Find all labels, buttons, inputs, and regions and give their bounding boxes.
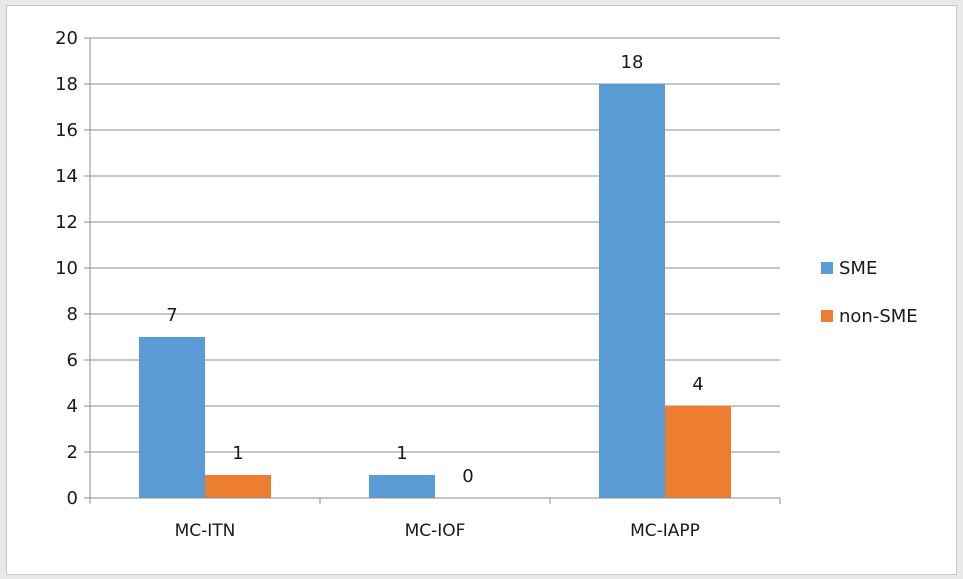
bars xyxy=(139,84,731,498)
y-tick-label: 6 xyxy=(67,350,78,371)
legend: SME non-SME xyxy=(821,258,918,327)
bar-non-sme-mc-iapp xyxy=(665,406,731,498)
bar-non-sme-mc-itn xyxy=(205,475,271,498)
y-tick-label: 8 xyxy=(67,304,78,325)
bar-sme-mc-iof xyxy=(369,475,435,498)
y-tick-label: 12 xyxy=(55,212,78,233)
legend-label: non-SME xyxy=(839,306,918,327)
axes xyxy=(84,37,781,504)
y-tick-label: 16 xyxy=(55,120,78,141)
legend-swatch xyxy=(821,262,833,274)
y-tick-label: 0 xyxy=(67,488,78,509)
bar-chart: 0246810121416182071MC-ITN10MC-IOF184MC-I… xyxy=(55,28,918,541)
data-label: 7 xyxy=(166,305,177,326)
bar-sme-mc-iapp xyxy=(599,84,665,498)
y-tick-label: 10 xyxy=(55,258,78,279)
y-tick-label: 20 xyxy=(55,28,78,49)
data-label: 1 xyxy=(232,443,243,464)
labels: 0246810121416182071MC-ITN10MC-IOF184MC-I… xyxy=(55,28,704,541)
y-tick-label: 2 xyxy=(67,442,78,463)
bar-sme-mc-itn xyxy=(139,337,205,498)
y-tick-label: 18 xyxy=(55,74,78,95)
data-label: 18 xyxy=(621,52,644,73)
x-category-label: MC-IOF xyxy=(405,521,466,541)
x-category-label: MC-IAPP xyxy=(630,521,700,541)
y-tick-label: 14 xyxy=(55,166,78,187)
y-tick-label: 4 xyxy=(67,396,78,417)
data-label: 1 xyxy=(396,443,407,464)
legend-swatch xyxy=(821,310,833,322)
data-label: 0 xyxy=(462,466,473,487)
chart-frame: 0 2 4 6 8 10 12 14 16 18 20 7 1 MC-ITN 1 0 MC-IOF 18 4 MC-I… xyxy=(6,5,957,575)
data-label: 4 xyxy=(692,374,703,395)
x-category-label: MC-ITN xyxy=(175,521,236,541)
legend-label: SME xyxy=(839,258,877,279)
